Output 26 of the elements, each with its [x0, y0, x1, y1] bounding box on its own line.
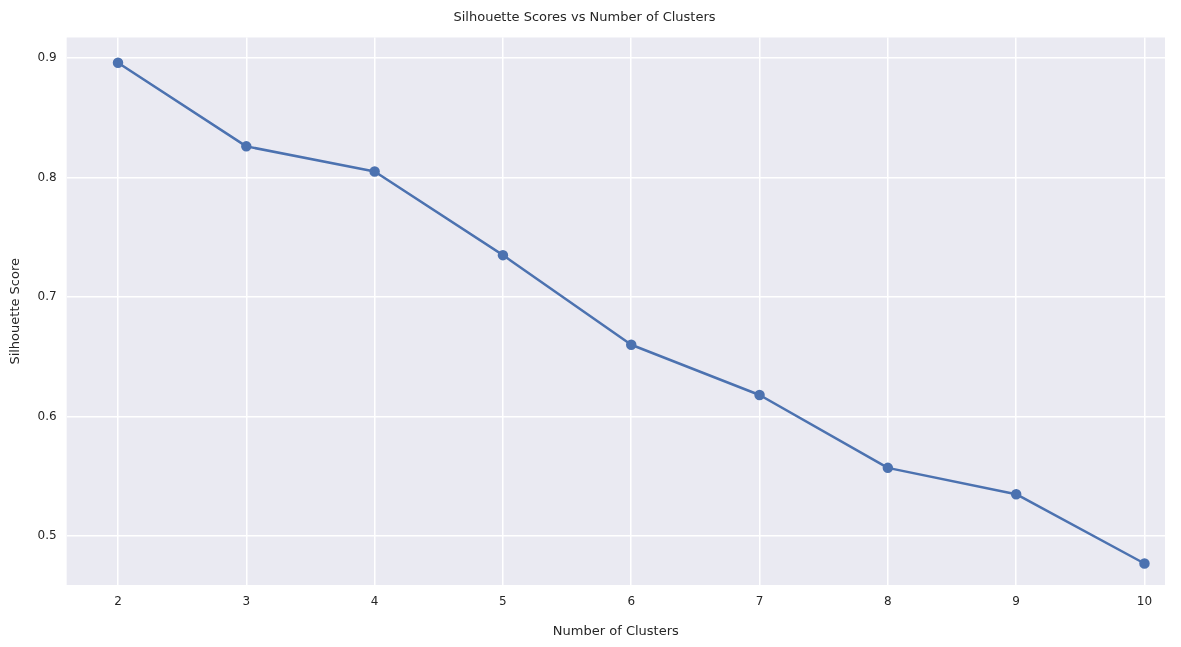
y-tick-label: 0.6 — [37, 408, 57, 423]
point — [369, 166, 380, 177]
x-axis-title: Number of Clusters — [552, 622, 680, 638]
x-tick-label: 9 — [1012, 594, 1020, 609]
y-tick-label: 0.8 — [37, 169, 57, 184]
y-tick-label: 0.9 — [37, 50, 57, 65]
point — [625, 339, 637, 351]
y-tick-label: 0.5 — [37, 528, 57, 543]
y-axis-title: Silhouette Score — [7, 257, 23, 365]
point — [497, 249, 509, 261]
x-tick-label: 8 — [884, 594, 892, 609]
y-tick-label: 0.7 — [37, 289, 57, 304]
point — [882, 462, 894, 474]
point — [241, 141, 252, 152]
x-tick-label: 6 — [627, 594, 636, 609]
chart-title: Silhouette Scores vs Number of Clusters — [453, 9, 716, 25]
x-tick-label: 7 — [755, 594, 764, 609]
point — [112, 57, 124, 68]
point — [1139, 558, 1150, 569]
x-tick-label: 2 — [114, 594, 122, 609]
point — [1010, 488, 1022, 500]
point — [754, 389, 765, 401]
x-tick-label: 3 — [242, 594, 251, 609]
x-tick-label: 5 — [499, 594, 507, 609]
x-tick-label: 4 — [370, 594, 379, 609]
x-tick-label: 10 — [1136, 594, 1153, 609]
